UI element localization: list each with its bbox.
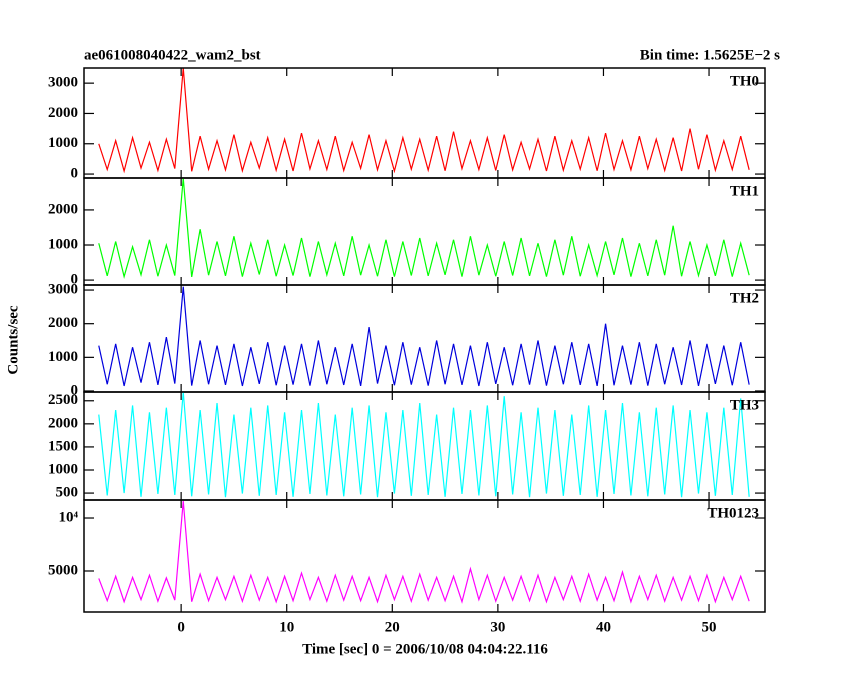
data-line	[98, 178, 750, 279]
panel-label: TH2	[730, 290, 759, 306]
y-tick-label: 2000	[48, 105, 78, 121]
y-tick-label: 10⁴	[59, 509, 79, 525]
y-tick-label: 2000	[48, 315, 78, 331]
x-tick-label: 50	[702, 619, 717, 635]
data-line	[98, 501, 750, 604]
y-tick-label: 1000	[48, 236, 78, 252]
y-tick-label: 1000	[48, 349, 78, 365]
chart-subtitle: Bin time: 1.5625E−2 s	[640, 47, 780, 63]
x-tick-label: 20	[385, 619, 400, 635]
y-tick-label: 500	[56, 485, 79, 501]
data-line	[98, 286, 750, 387]
chart-title: ae061008040422_wam2_bst	[84, 47, 261, 63]
y-axis-label: Counts/sec	[5, 305, 21, 375]
y-tick-label: 0	[71, 382, 79, 398]
y-tick-label: 0	[71, 165, 79, 181]
x-tick-label: 0	[177, 619, 185, 635]
y-tick-label: 3000	[48, 75, 78, 91]
y-tick-label: 1000	[48, 135, 78, 151]
data-line	[98, 67, 750, 174]
panel-frame	[83, 391, 766, 501]
panel-label: TH0123	[707, 505, 759, 521]
x-tick-label: 40	[596, 619, 611, 635]
panel-label: TH1	[730, 183, 759, 199]
y-tick-label: 0	[71, 272, 79, 288]
y-tick-label: 2000	[48, 415, 78, 431]
x-tick-label: 10	[279, 619, 294, 635]
y-tick-label: 1000	[48, 461, 78, 477]
panel-label: TH3	[730, 397, 759, 413]
y-tick-label: 5000	[48, 562, 78, 578]
y-tick-label: 1500	[48, 438, 78, 454]
y-tick-label: 2000	[48, 201, 78, 217]
panel-frame	[83, 499, 766, 613]
data-line	[98, 391, 750, 498]
y-tick-label: 3000	[48, 281, 78, 297]
x-axis-label: Time [sec] 0 = 2006/10/08 04:04:22.116	[302, 641, 548, 657]
x-tick-label: 30	[490, 619, 505, 635]
y-tick-label: 2500	[48, 392, 78, 408]
panel-label: TH0	[730, 73, 759, 89]
